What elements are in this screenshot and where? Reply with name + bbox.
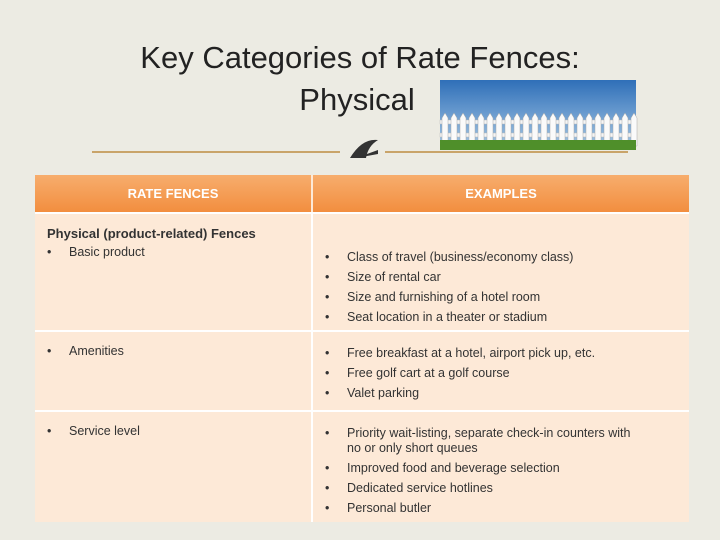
- title-line: Physical: [299, 82, 415, 117]
- table-row: AmenitiesFree breakfast at a hotel, airp…: [35, 330, 689, 410]
- column-header: RATE FENCES: [35, 175, 311, 212]
- group-heading: Physical (product-related) Fences: [47, 226, 256, 241]
- fence-image: [439, 80, 638, 150]
- example-item: Free breakfast at a hotel, airport pick …: [313, 346, 647, 361]
- fence-item: Basic product: [35, 245, 311, 260]
- fence-cell: Service level: [35, 412, 311, 522]
- example-item: Priority wait-listing, separate check-in…: [313, 426, 647, 456]
- examples-cell: Class of travel (business/economy class)…: [311, 214, 689, 330]
- fence-item: Service level: [35, 424, 311, 439]
- column-header: EXAMPLES: [313, 175, 689, 212]
- example-item: Dedicated service hotlines: [313, 481, 647, 496]
- example-item: Size of rental car: [313, 270, 647, 285]
- example-item: Valet parking: [313, 386, 647, 401]
- example-item: Free golf cart at a golf course: [313, 366, 647, 381]
- title-line: Key Categories of Rate Fences:: [140, 40, 580, 75]
- table-row: Service levelPriority wait-listing, sepa…: [35, 410, 689, 522]
- examples-cell: Priority wait-listing, separate check-in…: [311, 412, 689, 522]
- example-item: Size and furnishing of a hotel room: [313, 290, 647, 305]
- example-item: Improved food and beverage selection: [313, 461, 647, 476]
- example-item: Seat location in a theater or stadium: [313, 310, 647, 325]
- decoration: [92, 80, 638, 158]
- fence-cell: Amenities: [35, 332, 311, 410]
- example-item: Class of travel (business/economy class): [313, 250, 647, 265]
- fence-cell: Physical (product-related) Fences Basic p…: [35, 214, 311, 330]
- ornament: [350, 139, 378, 158]
- table-row: Physical (product-related) Fences Basic p…: [35, 212, 689, 330]
- examples-cell: Free breakfast at a hotel, airport pick …: [311, 332, 689, 410]
- fence-item: Amenities: [35, 344, 311, 359]
- table: RATE FENCES EXAMPLES Physical (product-r…: [35, 175, 689, 522]
- example-item: Personal butler: [313, 501, 647, 516]
